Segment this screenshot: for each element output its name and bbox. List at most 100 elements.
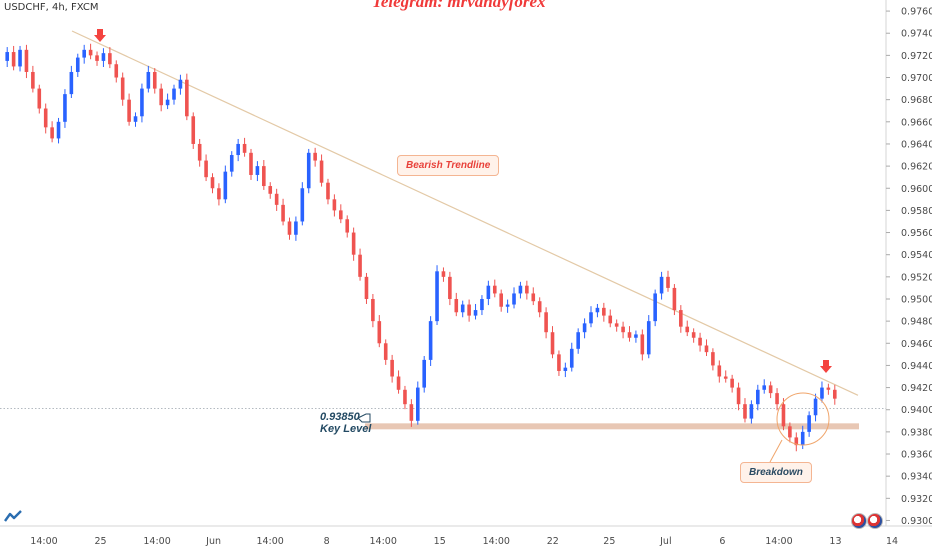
candle-body (813, 398, 818, 416)
candle-body (56, 121, 61, 139)
candle-body (704, 345, 709, 353)
breakdown-annotation[interactable]: Breakdown (740, 462, 812, 483)
candle-body (762, 385, 767, 390)
candle-body (685, 326, 690, 333)
candle-body (101, 53, 106, 61)
x-tick-label: Jul (659, 536, 671, 547)
candle-body (499, 293, 503, 307)
candle-body (666, 276, 670, 288)
candle-body (229, 155, 234, 172)
x-tick-label: 14:00 (765, 536, 792, 547)
key-level-band (365, 423, 859, 430)
candle-body (409, 404, 414, 421)
swiss-flag-icon[interactable] (867, 513, 883, 529)
candle-body (788, 426, 792, 438)
key-level-annotation[interactable]: 0.93850 Key Level (320, 411, 371, 435)
tradingview-logo-icon[interactable] (4, 510, 22, 522)
key-level-label: Key Level (320, 423, 372, 435)
candle-body (659, 276, 664, 294)
x-tick-label: 8 (324, 536, 330, 547)
candle-body (191, 116, 196, 144)
candle-body (525, 285, 529, 294)
x-tick-label: 6 (719, 536, 725, 547)
candle-body (717, 365, 722, 377)
candle-body (140, 88, 144, 117)
candle-body (223, 171, 228, 200)
down-arrow-icon (820, 360, 832, 373)
candle-body (646, 321, 651, 355)
candle-body (505, 304, 510, 307)
candle-body (563, 367, 568, 371)
candle-body (621, 326, 625, 333)
candle-body (262, 166, 266, 187)
candle-body (345, 219, 350, 233)
candle-body (602, 307, 606, 316)
candle-body (595, 307, 600, 313)
key-level-value: 0.93850 (320, 411, 360, 423)
candle-body (88, 49, 93, 56)
candle-body (794, 437, 799, 446)
candle-body (114, 64, 119, 78)
x-tick-label: 25 (603, 536, 615, 547)
candle-body (204, 160, 208, 178)
candle-body (371, 298, 375, 322)
down-arrow-icon (94, 29, 106, 42)
candle-body (608, 315, 613, 324)
candle-body (691, 332, 696, 338)
candle-body (435, 271, 439, 322)
candle-body (313, 152, 317, 161)
candle-body (807, 415, 811, 432)
candle-body (37, 88, 42, 109)
candle-body (319, 160, 324, 183)
candle-body (531, 293, 536, 302)
candle-body (31, 71, 35, 89)
candle-body (18, 49, 22, 67)
candle-body (236, 143, 240, 156)
symbol-label[interactable]: USDCHF, 4h, FXCM (4, 2, 99, 13)
candle-body (326, 182, 330, 200)
candle-body (518, 285, 523, 294)
candle-body (390, 359, 394, 377)
candle-body (614, 323, 619, 327)
candle-body (5, 52, 10, 61)
candle-body (159, 88, 163, 106)
candle-body (306, 152, 311, 189)
candle-body (711, 352, 715, 366)
candle-body (82, 49, 86, 58)
candle-body (415, 387, 420, 421)
x-tick-label: 14:00 (256, 536, 283, 547)
x-tick-label: 13 (829, 536, 841, 547)
candle-body (730, 378, 734, 388)
candle-body (460, 304, 465, 313)
candle-body (492, 285, 497, 294)
candle-body (832, 389, 837, 399)
candle-body (43, 108, 48, 128)
breakdown-circle (776, 392, 830, 446)
candle-body (422, 359, 427, 388)
us-flag-icon[interactable] (851, 513, 867, 529)
candle-body (108, 53, 112, 65)
x-tick-label: 15 (434, 536, 446, 547)
trendline-annotation[interactable]: Bearish Trendline (397, 155, 500, 176)
candle-body (800, 431, 805, 446)
candle-body (133, 116, 138, 122)
candle-body (826, 387, 831, 390)
candle-body (640, 334, 645, 355)
candle-body (486, 285, 491, 299)
candle-body (441, 271, 446, 277)
y-tick-label: 0.93000 (901, 516, 932, 527)
candle-body (454, 298, 459, 313)
candle-body (127, 99, 131, 122)
candle-body (672, 287, 677, 311)
